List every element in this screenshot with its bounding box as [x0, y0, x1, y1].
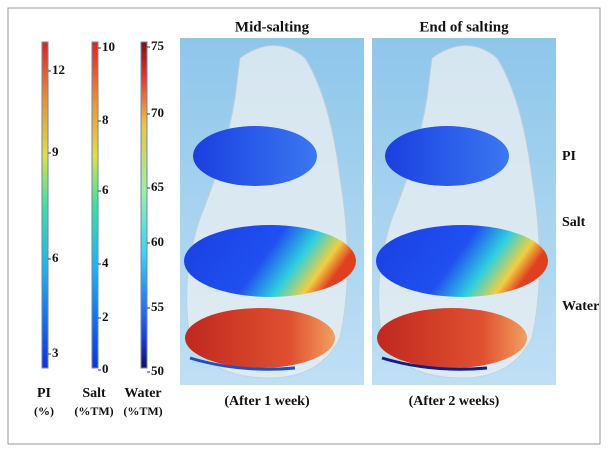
page: {"colorbars": [ {"label": "PI", "unit": … [0, 0, 609, 450]
layer-label: Salt [562, 215, 586, 230]
panels: Mid-salting (After 1 week) End of salting (… [180, 19, 556, 409]
layer-labels: PI Salt Water [562, 149, 599, 314]
tick-label: 12 [52, 62, 65, 77]
tick-label: 10 [102, 39, 115, 54]
colorbar [92, 42, 98, 368]
panel-caption: (After 1 week) [224, 394, 310, 409]
colorbar [42, 42, 48, 368]
panel-title: End of salting [419, 19, 509, 35]
colorbar [141, 42, 147, 368]
tick-label: 55 [151, 299, 165, 314]
tick-label: 75 [151, 38, 165, 53]
tick-label: 9 [52, 144, 59, 159]
tick-label: 65 [151, 179, 165, 194]
colorbar-unit: (%) [34, 404, 54, 418]
tick-label: 4 [102, 255, 109, 270]
colorbar-unit: (%TM) [74, 404, 113, 418]
figure: 3 6 9 12 PI (%) 0 2 4 6 8 10 Salt (%TM) 50 55 60 65 70 75 Wa… [0, 0, 609, 450]
slice-water [377, 308, 527, 368]
tick-label: 50 [151, 363, 164, 378]
tick-label: 60 [151, 234, 164, 249]
colorbar-label: Salt [82, 386, 106, 401]
panel-title: Mid-salting [235, 19, 310, 35]
tick-label: 2 [102, 309, 109, 324]
tick-label: 0 [102, 361, 109, 376]
colorbars: 3 6 9 12 PI (%) 0 2 4 6 8 10 Salt (%TM) 50 55 60 65 70 75 Wa… [34, 38, 165, 418]
tick-label: 70 [151, 105, 164, 120]
colorbar-label: Water [124, 386, 161, 401]
tick-label: 6 [52, 250, 59, 265]
slice-salt [376, 225, 548, 297]
panel-caption: (After 2 weeks) [409, 394, 500, 409]
slice-water [185, 308, 335, 368]
tick-label: 6 [102, 182, 109, 197]
colorbar-label: PI [37, 386, 51, 401]
tick-label: 8 [102, 112, 109, 127]
tick-label: 3 [52, 345, 59, 360]
slice-salt [184, 225, 356, 297]
layer-label: PI [562, 149, 576, 164]
slice-pi [385, 126, 509, 186]
layer-label: Water [562, 299, 599, 314]
slice-pi [193, 126, 317, 186]
colorbar-unit: (%TM) [123, 404, 162, 418]
